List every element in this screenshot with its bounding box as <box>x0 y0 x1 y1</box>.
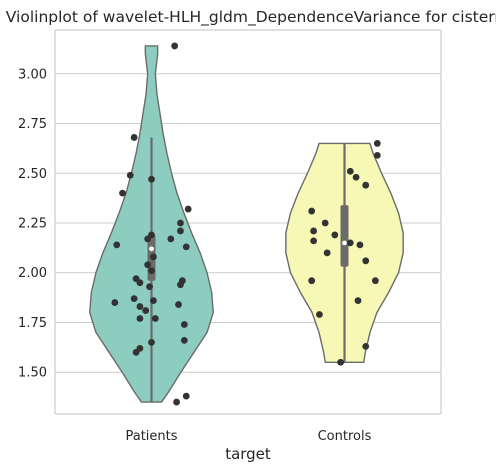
data-point-patients <box>130 134 138 141</box>
data-point-patients <box>144 261 152 269</box>
strip-points <box>111 42 381 406</box>
data-point-patients <box>182 243 190 251</box>
data-point-patients <box>126 171 134 179</box>
data-point-controls <box>354 297 362 304</box>
data-point-patients <box>148 175 155 183</box>
data-point-controls <box>331 231 339 239</box>
data-point-controls <box>316 311 323 318</box>
data-point-controls <box>371 277 379 285</box>
data-point-controls <box>356 241 364 249</box>
y-tick-label: 2.50 <box>18 167 47 182</box>
data-point-controls <box>362 181 370 189</box>
data-point-patients <box>148 338 155 346</box>
data-point-patients <box>146 283 153 291</box>
data-point-patients <box>175 301 182 308</box>
chart-title: Violinplot of wavelet-HLH_gldm_Dependenc… <box>6 8 496 27</box>
y-tick-label: 2.75 <box>18 117 47 132</box>
data-point-patients <box>111 299 119 306</box>
data-point-patients <box>177 281 184 289</box>
x-tick-label-patients: Patients <box>125 429 177 444</box>
data-point-patients <box>177 219 184 227</box>
data-point-patients <box>136 303 144 310</box>
data-point-patients <box>180 321 188 328</box>
data-point-patients <box>184 205 192 213</box>
data-point-patients <box>150 297 157 304</box>
data-point-patients <box>177 227 184 235</box>
y-tick-label: 2.00 <box>18 266 47 281</box>
x-axis-title: target <box>225 445 271 463</box>
data-point-patients <box>136 315 144 322</box>
median-marker-patients <box>149 246 154 252</box>
data-point-controls <box>373 140 381 147</box>
data-point-patients <box>173 398 180 406</box>
data-point-controls <box>321 219 329 227</box>
data-point-controls <box>346 239 354 247</box>
data-point-controls <box>373 151 381 159</box>
y-tick-label: 1.50 <box>18 366 47 381</box>
y-tick-label: 1.75 <box>18 316 47 331</box>
data-point-controls <box>310 227 318 235</box>
data-point-patients <box>130 295 138 302</box>
data-point-controls <box>310 237 318 245</box>
data-point-controls <box>308 277 316 285</box>
y-tick-label: 2.25 <box>18 216 47 231</box>
data-point-patients <box>136 279 144 287</box>
data-point-patients <box>119 189 126 197</box>
data-point-patients <box>151 315 159 322</box>
data-point-patients <box>132 348 140 356</box>
data-point-controls <box>362 342 370 350</box>
data-point-controls <box>323 249 331 257</box>
x-tick-label-controls: Controls <box>318 429 372 444</box>
data-point-patients <box>113 241 121 249</box>
data-point-patients <box>180 336 188 344</box>
data-point-controls <box>346 167 354 175</box>
data-point-patients <box>167 235 175 243</box>
axes: 1.50 1.75 2.00 2.25 2.50 2.75 3.00 Patients Cont… <box>18 29 442 444</box>
data-point-patients <box>144 235 152 243</box>
data-point-patients <box>182 392 190 400</box>
median-marker-controls <box>342 240 347 246</box>
data-point-patients <box>150 253 157 261</box>
data-point-patients <box>142 307 150 314</box>
data-point-patients <box>148 267 155 275</box>
data-point-controls <box>352 173 360 181</box>
data-point-patients <box>171 42 179 50</box>
data-point-controls <box>308 207 316 215</box>
iqr-box-controls <box>340 205 349 267</box>
data-point-controls <box>337 358 345 366</box>
data-point-controls <box>362 257 370 265</box>
y-tick-label: 3.00 <box>18 67 47 82</box>
